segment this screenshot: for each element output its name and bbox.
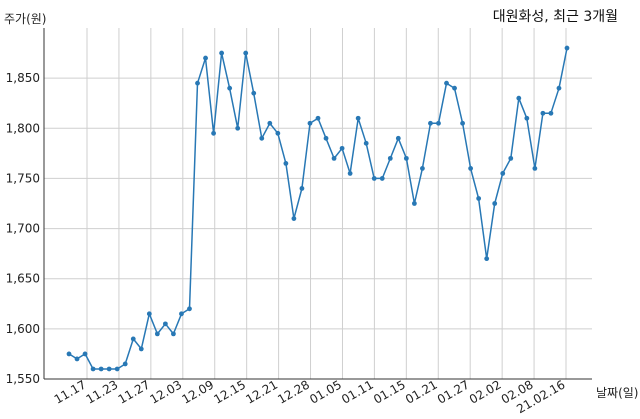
y-axis-label: 주가(원)	[4, 12, 47, 26]
data-point	[195, 80, 200, 86]
x-tick-label: 12.03	[148, 377, 185, 406]
data-point	[203, 55, 208, 61]
data-point	[323, 135, 329, 141]
data-point	[411, 201, 417, 206]
y-tick-label: 1,700	[6, 222, 40, 236]
price-series-line	[68, 47, 568, 370]
data-point	[540, 110, 546, 116]
x-tick-label: 01.05	[307, 377, 344, 406]
data-point	[275, 130, 281, 136]
data-point	[428, 120, 433, 126]
y-tick-label: 1,650	[6, 272, 40, 286]
data-point	[444, 80, 449, 86]
data-point	[267, 120, 273, 126]
x-tick-label: 01.11	[339, 377, 376, 406]
y-tick-label: 1,550	[6, 372, 40, 386]
data-point	[307, 120, 313, 126]
y-tick-label: 1,750	[6, 171, 40, 185]
y-tick-label: 1,800	[6, 121, 40, 135]
data-point	[403, 155, 409, 161]
data-point	[500, 171, 506, 176]
data-point	[291, 216, 297, 221]
data-point	[211, 130, 216, 136]
data-point	[130, 336, 136, 342]
data-point	[122, 361, 128, 367]
x-tick-label: 11.23	[84, 377, 121, 406]
data-point	[452, 85, 457, 91]
data-point	[331, 155, 337, 161]
data-point	[355, 115, 361, 121]
data-point	[516, 95, 522, 101]
data-point	[219, 50, 225, 56]
data-point	[299, 186, 305, 191]
data-point	[524, 115, 530, 121]
data-point	[387, 155, 393, 161]
data-point	[98, 366, 104, 372]
data-point	[460, 120, 465, 126]
data-point	[66, 351, 72, 357]
x-tick-label: 12.15	[211, 377, 248, 406]
x-axis-label: 날짜(일)	[596, 386, 639, 400]
x-tick-label: 11.17	[52, 377, 89, 406]
data-point	[74, 356, 80, 362]
data-point	[556, 85, 562, 91]
data-point	[436, 120, 441, 126]
data-point	[114, 366, 120, 372]
data-point	[235, 125, 241, 131]
data-point	[90, 366, 96, 372]
data-point	[420, 166, 425, 171]
data-point	[187, 306, 192, 312]
x-tick-label: 01.15	[371, 377, 408, 406]
data-point	[508, 155, 514, 161]
data-point	[395, 135, 401, 141]
data-point	[146, 311, 152, 317]
data-point	[227, 85, 233, 91]
y-tick-label: 1,850	[6, 71, 40, 85]
x-tick-label: 02.02	[467, 377, 504, 406]
data-point	[492, 201, 498, 206]
x-tick-label: 01.27	[435, 377, 472, 406]
data-point	[179, 311, 184, 317]
data-point	[484, 256, 490, 262]
x-tick-label: 12.21	[243, 377, 280, 406]
data-point	[283, 160, 289, 166]
data-point	[532, 166, 538, 171]
data-point	[564, 45, 570, 51]
data-point	[106, 366, 112, 372]
x-tick-label: 12.09	[179, 377, 216, 406]
data-point	[371, 176, 377, 181]
data-point	[171, 331, 176, 337]
x-tick-label: 11.27	[116, 377, 153, 406]
data-point	[138, 346, 144, 352]
y-tick-label: 1,600	[6, 322, 40, 336]
chart-title: 대원화성, 최근 3개월	[492, 9, 618, 25]
data-point	[339, 145, 345, 151]
data-point	[154, 331, 160, 337]
data-point	[259, 135, 265, 141]
data-point	[243, 50, 249, 56]
data-point	[347, 171, 353, 176]
data-point	[468, 166, 474, 171]
data-point	[162, 321, 168, 327]
data-point	[379, 176, 385, 181]
x-tick-label: 01.21	[403, 377, 440, 406]
data-point	[82, 351, 88, 357]
data-point	[315, 115, 321, 121]
data-point	[363, 140, 369, 146]
data-point	[548, 110, 554, 116]
data-point	[476, 196, 482, 201]
x-tick-label: 12.28	[275, 377, 312, 406]
data-point	[251, 90, 257, 96]
